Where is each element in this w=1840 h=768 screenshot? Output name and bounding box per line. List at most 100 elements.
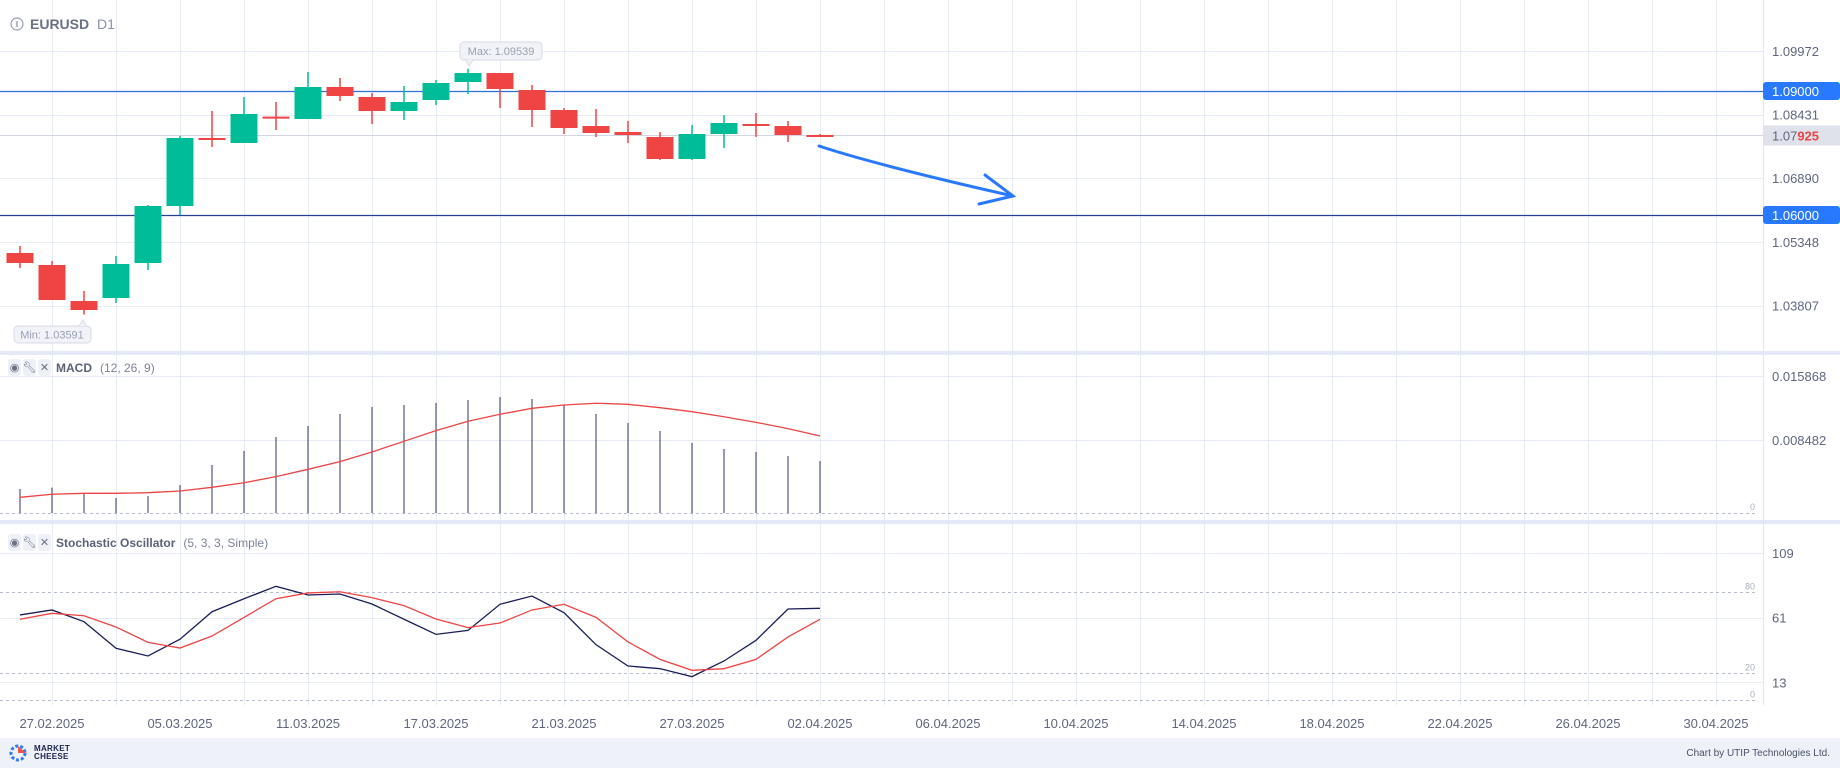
candle-body [774, 126, 802, 135]
candle [294, 71, 322, 119]
candle [710, 115, 738, 149]
current-price-prefix: 1.07 [1772, 128, 1797, 143]
candle [262, 101, 290, 130]
candle [774, 121, 802, 143]
max-annotation: Max: 1.09539 [459, 41, 543, 67]
market-cheese-logo[interactable]: MARKET CHEESE [8, 743, 70, 763]
macd-signal-line [19, 402, 821, 498]
price-panel [0, 68, 1763, 315]
candle [390, 85, 418, 121]
close-icon[interactable]: ✕ [38, 534, 51, 551]
date-axis-label: 27.02.2025 [19, 716, 84, 731]
candle [70, 291, 98, 315]
date-axis-label: 05.03.2025 [147, 716, 212, 731]
candle-body [550, 110, 578, 128]
candle-body [582, 126, 610, 134]
eye-icon[interactable]: ◉ [8, 534, 21, 551]
candle-body [710, 122, 738, 134]
candle-body [102, 264, 130, 298]
candle-body [262, 116, 290, 119]
logo-icon [9, 744, 27, 762]
stochastic-line-k [19, 585, 821, 678]
panel-separator[interactable] [0, 351, 1840, 355]
macd-axis-label: 0.015868 [1772, 369, 1826, 384]
date-axis-label: 26.04.2025 [1555, 716, 1620, 731]
panel-separator[interactable] [0, 520, 1840, 524]
indicator-name: Stochastic Oscillator [56, 535, 176, 550]
candle-body [742, 123, 770, 126]
candle [486, 73, 514, 108]
candle [582, 108, 610, 138]
candle-body [486, 73, 514, 90]
price-level-tag [1763, 206, 1840, 225]
candle-body [134, 206, 162, 264]
stochastic-level-label: 80 [1745, 582, 1755, 592]
date-axis-label: 30.04.2025 [1683, 716, 1748, 731]
candle-body [678, 133, 706, 160]
wrench-icon[interactable]: 🔧︎ [23, 359, 36, 376]
date-axis-label: 11.03.2025 [276, 716, 340, 731]
price-level-tag [1763, 82, 1840, 100]
min-annotation: Min: 1.03591 [13, 319, 92, 344]
logo-text: MARKET [34, 744, 71, 753]
candle-body [70, 301, 98, 311]
min-label: Min: 1.03591 [20, 330, 84, 342]
candle [678, 124, 706, 160]
current-price-tag [1763, 125, 1840, 146]
price-axis-label: 1.08431 [1772, 108, 1819, 123]
candle [742, 112, 770, 138]
stochastic-axis-label: 61 [1772, 611, 1786, 626]
footer: MARKET CHEESE Chart by UTIP Technologies… [0, 738, 1840, 768]
candle [646, 132, 674, 160]
candle [198, 111, 226, 148]
indicator-params: (12, 26, 9) [100, 360, 155, 375]
stochastic-axis-label: 13 [1772, 675, 1786, 690]
price-level-tag-label: 1.09000 [1772, 84, 1819, 99]
forecast-arrow[interactable] [817, 144, 1017, 206]
macd-panel [0, 397, 1755, 514]
price-axis-label: 1.03807 [1772, 299, 1819, 314]
indicator-params: (5, 3, 3, Simple) [183, 535, 269, 550]
candle-body [358, 96, 386, 112]
stochastic-panel [0, 585, 1755, 701]
stochastic-axis-label: 109 [1772, 546, 1794, 561]
stochastic-level-label: 20 [1745, 663, 1755, 673]
macd-zero-label: 0 [1750, 502, 1755, 512]
macd-axis-label: 0.008482 [1772, 433, 1826, 448]
date-axis-label: 06.04.2025 [915, 716, 980, 731]
macd-header: ◉ 🔧︎ ✕ MACD (12, 26, 9) [8, 359, 155, 376]
date-axis-label: 18.04.2025 [1299, 716, 1364, 731]
candle [38, 260, 66, 301]
date-axis-label: 10.04.2025 [1043, 716, 1108, 731]
price-axis-label: 1.06890 [1772, 171, 1819, 186]
info-icon[interactable] [10, 17, 24, 31]
candle-body [614, 132, 642, 135]
close-icon[interactable]: ✕ [38, 359, 51, 376]
candle [230, 96, 258, 144]
axes: 1.09972 1.08431 1.06890 1.05348 1.03807 1.090… [19, 44, 1840, 731]
stochastic-header: ◉ 🔧︎ ✕ Stochastic Oscillator (5, 3, 3, S… [8, 534, 268, 551]
date-axis-label: 17.03.2025 [403, 716, 468, 731]
candle-body [646, 137, 674, 160]
logo-text: CHEESE [34, 752, 69, 761]
price-axis-label: 1.09972 [1772, 44, 1819, 59]
candle [806, 133, 834, 137]
candle [6, 245, 34, 269]
candle-body [806, 134, 834, 137]
candle-body [230, 113, 258, 144]
candle [326, 78, 354, 102]
candle [166, 136, 194, 216]
date-axis-label: 21.03.2025 [531, 716, 596, 731]
wrench-icon[interactable]: 🔧︎ [23, 534, 36, 551]
candle-body [198, 138, 226, 141]
candle-body [454, 73, 482, 82]
current-price-suffix: 925 [1797, 128, 1819, 143]
price-axis-label: 1.05348 [1772, 235, 1819, 250]
chart-credit: Chart by UTIP Technologies Ltd. [1686, 748, 1830, 759]
candle [550, 107, 578, 134]
stochastic-level-label: 0 [1750, 690, 1755, 700]
eye-icon[interactable]: ◉ [8, 359, 21, 376]
candle [614, 121, 642, 144]
price-level-tag-label: 1.06000 [1772, 208, 1819, 223]
